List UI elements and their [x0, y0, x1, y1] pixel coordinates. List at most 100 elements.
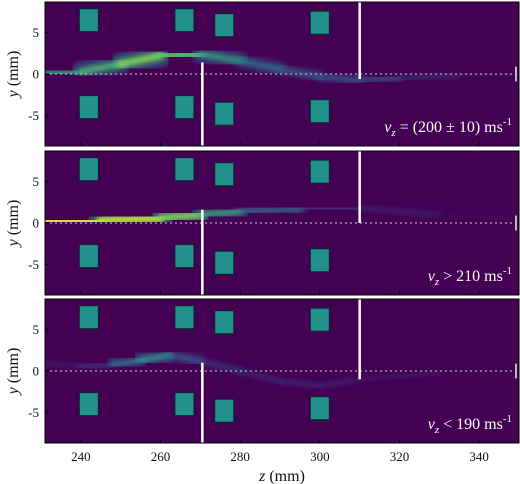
velocity-annotation: vz = (200 ± 10) ms-1	[384, 116, 512, 139]
x-tick-label: 300	[310, 449, 330, 464]
magnet-5	[78, 392, 99, 417]
beam-layer	[45, 43, 519, 87]
magnet-6	[174, 392, 195, 417]
beam-core	[298, 206, 361, 211]
magnet-3	[214, 310, 235, 335]
y-axis-variable: y	[5, 89, 22, 99]
magnet-6	[174, 95, 195, 120]
magnet-5	[78, 95, 99, 120]
beam-core	[238, 58, 282, 71]
annotation-sup: -1	[503, 265, 512, 277]
velocity-annotation: vz < 190 ms-1	[428, 413, 512, 436]
magnet-8	[309, 248, 330, 273]
y-axis-unit: (mm)	[5, 200, 22, 240]
annotation-text: < 190 ms	[439, 416, 503, 433]
beam-core	[45, 215, 107, 227]
y-tick-label: 5	[33, 25, 40, 40]
annotation-sub: z	[434, 276, 440, 288]
annotation-text: = (200 ± 10) ms	[396, 119, 503, 136]
beam-core	[138, 352, 171, 363]
magnet-1	[78, 157, 99, 182]
magnet-1	[78, 8, 99, 33]
annotation-var: v	[428, 416, 436, 433]
annotation-sub: z	[434, 424, 440, 436]
y-axis-unit: (mm)	[5, 51, 22, 91]
beam-core	[110, 358, 143, 367]
beam-core	[438, 213, 519, 220]
beam-core	[458, 72, 519, 76]
y-axis-unit: (mm)	[5, 348, 22, 388]
beam-layer	[45, 346, 519, 390]
beam-core	[358, 76, 401, 82]
magnet-8	[309, 99, 330, 124]
magnet-6	[174, 244, 195, 269]
y-axis-label: y (mm)	[5, 200, 22, 249]
beam-core	[45, 361, 82, 368]
beam-core	[278, 379, 321, 387]
magnet-7	[214, 101, 235, 126]
beam-core	[156, 50, 204, 60]
beam-core	[77, 61, 124, 75]
y-tick-label: 0	[33, 216, 40, 231]
y-tick-label: 0	[33, 364, 40, 379]
y-axis-label: y (mm)	[5, 51, 22, 100]
annotation-text: > 210 ms	[439, 268, 503, 285]
magnet-4	[309, 307, 330, 332]
magnet-2	[174, 305, 195, 330]
y-axis-variable: y	[5, 386, 22, 396]
y-tick-label: 5	[33, 174, 40, 189]
beam-core	[358, 207, 441, 216]
beam-core	[79, 363, 114, 369]
y-axis-variable: y	[5, 238, 22, 248]
beam-core	[96, 213, 166, 226]
y-tick-label: -5	[28, 108, 39, 123]
beam-core	[197, 51, 243, 64]
annotation-var: v	[428, 268, 436, 285]
panel-2: 5 0 -5 y (mm) vz > 210 ms-1	[5, 150, 520, 296]
y-tick-label: 0	[33, 67, 40, 82]
annotation-sup: -1	[503, 116, 512, 128]
beam-core	[358, 371, 441, 381]
x-tick-label: 280	[230, 449, 250, 464]
x-tick-label: 320	[390, 449, 410, 464]
magnet-8	[309, 396, 330, 421]
y-axis-label: y (mm)	[5, 348, 22, 397]
beam-core	[116, 51, 165, 68]
magnet-1	[78, 305, 99, 330]
velocity-annotation: vz > 210 ms-1	[428, 265, 512, 288]
annotation-sub: z	[390, 127, 396, 139]
magnet-5	[78, 244, 99, 269]
beam-core	[238, 207, 302, 214]
panel-1: 5 0 -5 y (mm) vz = (200 ± 10) ms-1	[5, 1, 520, 147]
annotation-sup: -1	[503, 413, 512, 425]
magnet-7	[214, 398, 235, 423]
x-tick-label: 340	[469, 449, 489, 464]
beam-core	[45, 69, 84, 76]
beam-core	[318, 75, 362, 83]
annotation-var: v	[384, 119, 392, 136]
magnet-7	[214, 250, 235, 275]
beam-core	[197, 208, 243, 218]
y-tick-label: -5	[28, 405, 39, 420]
beam-core	[156, 210, 205, 222]
x-axis-variable: z	[258, 468, 266, 484]
x-tick-label: 260	[151, 449, 171, 464]
beam-core	[199, 359, 242, 373]
beam-layer	[45, 202, 519, 236]
y-tick-label: -5	[28, 257, 39, 272]
panel-3: 5 0 -5 y (mm) vz < 190 ms-1	[5, 298, 520, 444]
x-tick-label: 240	[71, 449, 91, 464]
magnet-4	[309, 159, 330, 184]
magnet-3	[214, 162, 235, 187]
magnet-2	[174, 8, 195, 33]
beam-core	[318, 378, 361, 387]
x-axis-unit: (mm)	[265, 468, 305, 484]
beam-core	[398, 73, 461, 80]
y-tick-label: 5	[33, 322, 40, 337]
beam-core	[278, 67, 322, 79]
magnet-4	[309, 10, 330, 35]
magnet-3	[214, 13, 235, 38]
magnet-2	[174, 157, 195, 182]
beam-core	[239, 369, 282, 383]
beam-core	[166, 353, 202, 363]
